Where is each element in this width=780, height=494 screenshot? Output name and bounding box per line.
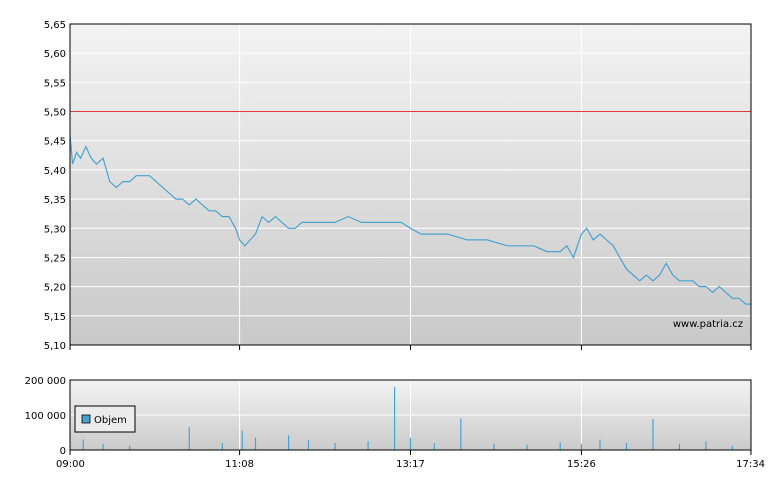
volume-x-ticks [69, 450, 752, 455]
volume-y-tick-label: 100 000 [25, 411, 66, 422]
price-y-tick-label: 5,55 [44, 78, 66, 89]
price-y-tick-label: 5,65 [44, 20, 66, 31]
price-y-tick-label: 5,20 [44, 283, 66, 294]
price-y-tick-label: 5,50 [44, 108, 66, 119]
legend-swatch [81, 414, 91, 424]
x-tick-label: 15:26 [567, 459, 596, 470]
volume-y-axis: 0 100 000 200 000 [25, 376, 66, 457]
legend-label: Objem [94, 415, 127, 426]
price-y-tick-label: 5,15 [44, 312, 66, 323]
price-y-tick-label: 5,45 [44, 137, 66, 148]
volume-bars [82, 387, 734, 450]
x-axis-labels: 09:00 11:08 13:17 15:26 17:34 [56, 459, 765, 470]
price-y-tick-label: 5,60 [44, 49, 66, 60]
watermark: www.patria.cz [673, 319, 743, 330]
price-line [69, 134, 751, 305]
x-tick-label: 13:17 [396, 459, 425, 470]
volume-legend: Objem [74, 405, 136, 433]
price-y-axis: 5,10 5,15 5,20 5,25 5,30 5,35 5,40 5,45 5,50 5,55… [44, 20, 66, 352]
x-tick-label: 17:34 [736, 459, 765, 470]
volume-y-tick-label: 200 000 [25, 376, 66, 387]
price-y-tick-label: 5,35 [44, 195, 66, 206]
price-y-tick-label: 5,40 [44, 166, 66, 177]
volume-y-tick-label: 0 [60, 446, 66, 457]
x-tick-label: 11:08 [225, 459, 254, 470]
price-x-ticks [69, 345, 752, 350]
price-y-tick-label: 5,10 [44, 341, 66, 352]
price-y-tick-label: 5,30 [44, 224, 66, 235]
x-tick-label: 09:00 [56, 459, 85, 470]
price-y-tick-label: 5,25 [44, 253, 66, 264]
